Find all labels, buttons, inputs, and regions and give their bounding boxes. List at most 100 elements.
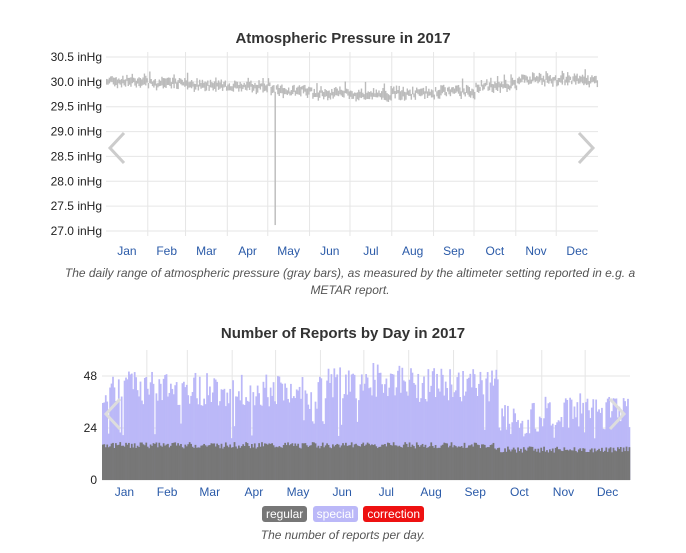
- reports-regular-bar: [514, 449, 517, 480]
- reports-regular-bar: [279, 447, 282, 480]
- reports-special-bar: [130, 373, 133, 480]
- pressure-bar: [480, 79, 483, 87]
- reports-regular-bar: [533, 450, 535, 480]
- pressure-bar: [522, 74, 524, 80]
- reports-regular-bar: [627, 451, 629, 480]
- pressure-bar: [211, 82, 213, 88]
- reports-special-bar: [159, 383, 162, 480]
- pressure-bar: [455, 85, 457, 93]
- reports-regular-bar: [482, 444, 485, 480]
- legend-regular[interactable]: regular: [261, 506, 308, 522]
- next-arrow-icon[interactable]: [575, 130, 597, 166]
- reports-special-bar: [287, 398, 289, 480]
- reports-regular-bar: [235, 446, 237, 480]
- reports-regular-bar: [588, 452, 590, 480]
- reports-regular-bar: [156, 447, 159, 480]
- reports-regular-bar: [262, 446, 265, 480]
- reports-regular-bar: [326, 443, 328, 480]
- reports-regular-bar: [194, 444, 197, 480]
- reports-xtick: Jun: [332, 485, 351, 499]
- reports-special-bar: [363, 383, 366, 480]
- reports-special-bar: [399, 392, 402, 480]
- reports-special-bar: [415, 398, 418, 480]
- pressure-bar: [172, 77, 174, 84]
- reports-regular-bar: [535, 451, 538, 480]
- pressure-bar: [544, 79, 546, 87]
- reports-regular-bar: [313, 442, 315, 480]
- pressure-bar: [421, 88, 423, 96]
- reports-special-bar: [194, 372, 197, 480]
- reports-regular-bar: [437, 447, 440, 480]
- reports-special-bar: [343, 394, 346, 480]
- reports-regular-bar: [554, 447, 557, 480]
- reports-regular-bar: [104, 447, 107, 480]
- reports-xtick: May: [287, 485, 310, 499]
- reports-special-bar: [608, 396, 611, 480]
- reports-regular-bar: [436, 448, 438, 480]
- pressure-bar: [286, 90, 289, 96]
- reports-special-bar: [395, 387, 398, 480]
- reports-regular-bar: [424, 444, 427, 480]
- reports-regular-bar: [522, 447, 525, 480]
- reports-special-bar: [138, 396, 140, 480]
- reports-regular-bar: [110, 443, 113, 480]
- reports-special-bar: [366, 377, 369, 480]
- reports-special-bar: [326, 380, 328, 480]
- reports-regular-bar: [575, 450, 577, 480]
- reports-special-bar: [382, 392, 385, 480]
- pressure-chart-title: Atmospheric Pressure in 2017: [235, 30, 451, 47]
- reports-regular-bar: [281, 447, 284, 480]
- legend-special[interactable]: special: [312, 506, 359, 522]
- reports-special-bar: [132, 389, 135, 480]
- pressure-xtick: Jan: [117, 244, 136, 258]
- prev-arrow-icon[interactable]: [106, 130, 128, 166]
- reports-special-bar: [582, 402, 585, 480]
- reports-regular-bar: [352, 447, 355, 480]
- reports-regular-bar: [564, 450, 567, 480]
- reports-regular-bar: [595, 451, 598, 480]
- reports-special-bar: [152, 383, 155, 480]
- pressure-bar: [441, 85, 444, 94]
- pressure-bar: [162, 78, 165, 89]
- reports-special-bar: [217, 405, 220, 480]
- reports-regular-bar: [363, 445, 366, 480]
- reports-regular-bar: [209, 445, 211, 480]
- pressure-bar: [465, 84, 468, 93]
- reports-regular-bar: [337, 444, 340, 480]
- legend-correction[interactable]: correction: [363, 506, 425, 522]
- reports-regular-bar: [515, 452, 518, 480]
- prev-arrow-icon-2[interactable]: [102, 396, 124, 432]
- reports-special-bar: [476, 396, 479, 480]
- reports-special-bar: [167, 396, 169, 480]
- next-arrow-icon-2[interactable]: [606, 396, 628, 432]
- pressure-bar: [519, 78, 522, 83]
- reports-regular-bar: [148, 448, 151, 480]
- reports-special-bar: [172, 394, 175, 480]
- reports-regular-bar: [426, 447, 428, 480]
- pressure-bar: [502, 84, 504, 89]
- reports-special-bar: [563, 402, 566, 480]
- reports-special-bar: [175, 382, 178, 480]
- reports-regular-bar: [237, 445, 240, 480]
- reports-special-bar: [206, 373, 208, 480]
- reports-special-bar: [129, 374, 132, 480]
- reports-special-bar: [327, 368, 330, 480]
- pressure-bar: [128, 77, 131, 85]
- reports-regular-bar: [120, 445, 123, 480]
- reports-special-bar: [386, 396, 389, 480]
- pressure-bar: [579, 75, 581, 84]
- reports-regular-bar: [420, 445, 422, 480]
- reports-special-bar: [210, 402, 213, 480]
- reports-regular-bar: [418, 446, 421, 480]
- pressure-bar: [261, 83, 263, 87]
- pressure-bar: [550, 78, 553, 84]
- pressure-bar: [135, 80, 138, 88]
- pressure-bar: [248, 81, 251, 91]
- reports-regular-bar: [375, 446, 378, 480]
- reports-regular-bar: [159, 445, 162, 480]
- pressure-bar: [292, 85, 294, 95]
- reports-regular-bar: [256, 447, 259, 480]
- reports-regular-bar: [612, 447, 615, 480]
- pressure-bar: [278, 87, 280, 97]
- reports-regular-bar: [590, 448, 593, 480]
